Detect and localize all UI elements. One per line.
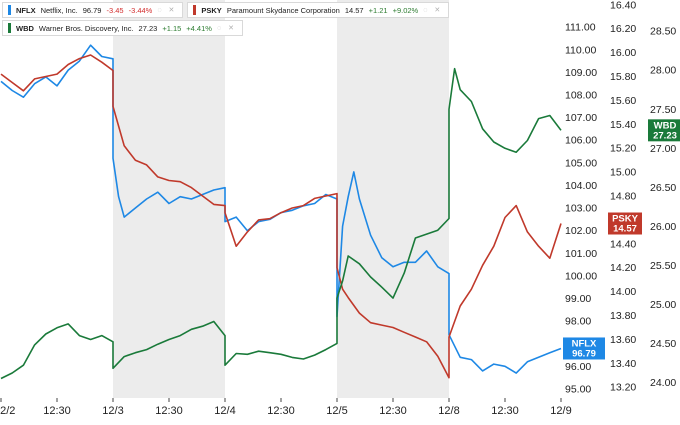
- nflx-tick-label: 95.00: [565, 383, 591, 395]
- psky-price-badge: [608, 212, 642, 235]
- nflx-color-swatch: [8, 5, 11, 15]
- nflx-change: -3.45: [106, 5, 124, 15]
- shaded-session-2: [337, 0, 449, 398]
- nflx-tick-label: 106.00: [565, 135, 597, 147]
- psky-last: 14.57: [344, 5, 364, 15]
- wbd-change-pct: +4.41%: [186, 23, 212, 33]
- legend: NFLX Netflix, Inc. 96.79 -3.45 -3.44% ◌ …: [2, 2, 450, 36]
- nflx-tick-label: 109.00: [565, 67, 597, 79]
- nflx-symbol: NFLX: [16, 5, 36, 15]
- wbd-tick-label: 28.50: [650, 26, 676, 38]
- wbd-tick-label: 27.00: [650, 143, 676, 155]
- wbd-symbol: WBD: [16, 23, 34, 33]
- psky-color-swatch: [193, 5, 197, 15]
- close-icon[interactable]: ✕: [434, 7, 443, 14]
- legend-chip-wbd[interactable]: WBD Warner Bros. Discovery, Inc. 27.23 +…: [2, 20, 243, 36]
- wbd-tick-label: 24.00: [650, 377, 676, 389]
- nflx-series-line[interactable]: [0, 44, 562, 374]
- psky-tick-label: 14.00: [610, 286, 636, 298]
- nflx-badge-text: 96.79: [572, 348, 596, 359]
- psky-symbol: PSKY: [201, 5, 222, 15]
- nflx-tick-label: 103.00: [565, 203, 597, 215]
- x-tick-label: 12/5: [326, 405, 347, 417]
- psky-tick-label: 14.40: [610, 238, 636, 250]
- wbd-tick-label: 26.50: [650, 182, 676, 194]
- psky-badge-text: PSKY: [612, 214, 639, 225]
- nflx-tick-label: 96.00: [565, 361, 591, 373]
- wbd-badge-text: 27.23: [653, 130, 677, 141]
- psky-tick-label: 15.20: [610, 143, 636, 155]
- x-tick-label: 12/3: [102, 405, 123, 417]
- wbd-series-line[interactable]: [0, 67, 562, 380]
- nflx-badge-text: NFLX: [572, 338, 597, 349]
- nflx-tick-label: 108.00: [565, 89, 597, 101]
- psky-tick-label: 14.20: [610, 262, 636, 274]
- nflx-tick-label: 111.00: [565, 22, 596, 34]
- psky-tick-label: 16.20: [610, 23, 636, 35]
- wbd-tick-label: 27.50: [650, 104, 676, 116]
- psky-tick-label: 14.80: [610, 191, 636, 203]
- x-tick-label: 12/9: [550, 405, 571, 417]
- wbd-price-badge: [648, 119, 680, 142]
- x-tick-label: 12:30: [267, 405, 295, 417]
- close-icon[interactable]: ✕: [228, 25, 236, 32]
- wbd-change: +1.15: [162, 23, 182, 33]
- x-tick-label: 12:30: [155, 405, 183, 417]
- nflx-last: 96.79: [82, 5, 102, 15]
- psky-series-line[interactable]: [0, 54, 562, 379]
- nflx-tick-label: 99.00: [565, 293, 591, 305]
- psky-tick-label: 13.40: [610, 358, 636, 370]
- psky-name: Paramount Skydance Corporation: [226, 5, 340, 15]
- legend-chip-nflx[interactable]: NFLX Netflix, Inc. 96.79 -3.45 -3.44% ◌ …: [2, 2, 184, 18]
- close-icon[interactable]: ✕: [168, 7, 177, 14]
- wbd-tick-label: 25.50: [650, 260, 676, 272]
- wbd-color-swatch: [8, 23, 11, 33]
- nflx-change-pct: -3.44%: [128, 5, 153, 15]
- eye-icon[interactable]: ◌: [157, 6, 164, 14]
- nflx-tick-label: 107.00: [565, 112, 597, 124]
- nflx-tick-label: 100.00: [565, 270, 597, 282]
- wbd-tick-label: 24.50: [650, 338, 676, 350]
- legend-chip-psky[interactable]: PSKY Paramount Skydance Corporation 14.5…: [187, 2, 450, 18]
- x-tick-label: 12:30: [379, 405, 407, 417]
- psky-tick-label: 13.20: [610, 382, 636, 394]
- psky-badge-text: 14.57: [613, 224, 637, 235]
- nflx-tick-label: 101.00: [565, 248, 597, 260]
- x-tick-label: 12/2: [0, 405, 15, 417]
- shaded-session-1: [113, 0, 225, 398]
- psky-tick-label: 15.40: [610, 119, 636, 131]
- psky-tick-label: 13.80: [610, 310, 636, 322]
- x-tick-label: 12:30: [491, 405, 519, 417]
- psky-change-pct: +9.02%: [392, 5, 419, 15]
- eye-icon[interactable]: ◌: [423, 6, 430, 14]
- nflx-tick-label: 98.00: [565, 316, 591, 328]
- psky-change: +1.21: [368, 5, 388, 15]
- wbd-tick-label: 26.00: [650, 221, 676, 233]
- nflx-price-badge: [563, 337, 605, 360]
- wbd-last: 27.23: [138, 23, 158, 33]
- psky-tick-label: 16.00: [610, 47, 636, 59]
- wbd-tick-label: 25.00: [650, 299, 676, 311]
- eye-icon[interactable]: ◌: [216, 24, 224, 32]
- x-tick-label: 12/8: [438, 405, 459, 417]
- wbd-tick-label: 28.00: [650, 65, 676, 77]
- nflx-name: Netflix, Inc.: [40, 5, 78, 15]
- nflx-tick-label: 105.00: [565, 157, 597, 169]
- psky-tick-label: 15.80: [610, 71, 636, 83]
- x-tick-label: 12/4: [214, 405, 235, 417]
- wbd-name: Warner Bros. Discovery, Inc.: [38, 23, 134, 33]
- wbd-badge-text: WBD: [654, 120, 677, 131]
- nflx-tick-label: 104.00: [565, 180, 597, 192]
- psky-tick-label: 16.40: [610, 0, 636, 11]
- nflx-tick-label: 102.00: [565, 225, 597, 237]
- psky-tick-label: 15.60: [610, 95, 636, 107]
- psky-tick-label: 13.60: [610, 334, 636, 346]
- x-tick-label: 12:30: [43, 405, 71, 417]
- psky-tick-label: 15.00: [610, 167, 636, 179]
- nflx-tick-label: 110.00: [565, 44, 596, 56]
